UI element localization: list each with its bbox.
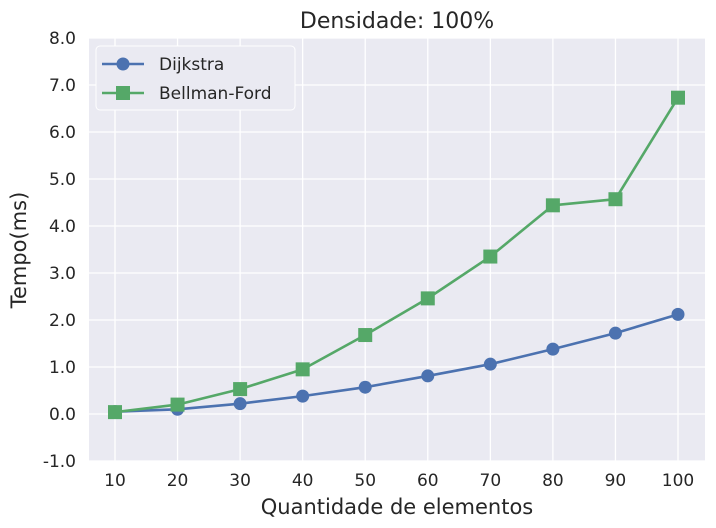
chart-title: Densidade: 100% (300, 9, 494, 34)
x-tick-label: 50 (354, 471, 376, 491)
data-point (546, 342, 560, 356)
data-point (545, 198, 560, 213)
y-tick-label: 4.0 (49, 217, 76, 237)
data-point (170, 397, 185, 412)
x-tick-label: 40 (292, 471, 314, 491)
data-point (608, 326, 622, 340)
y-tick-label: 7.0 (49, 76, 76, 96)
y-tick-label: 0.0 (49, 405, 76, 425)
x-tick-label: 10 (104, 471, 126, 491)
series-line (114, 313, 679, 413)
legend-marker (116, 86, 130, 100)
data-point (296, 389, 310, 403)
y-tick-label: -1.0 (43, 452, 76, 472)
data-point (295, 362, 310, 377)
y-axis-ticks: -1.0 0.0 1.0 2.0 3.0 4.0 5.0 6.0 7.0 8.0 (43, 29, 76, 472)
data-point (108, 405, 122, 420)
y-tick-label: 3.0 (49, 264, 76, 284)
y-tick-label: 8.0 (49, 29, 76, 49)
data-point (608, 192, 623, 207)
x-tick-label: 30 (229, 471, 251, 491)
data-point (233, 382, 248, 397)
y-tick-label: 1.0 (49, 358, 76, 378)
x-tick-label: 60 (417, 471, 439, 491)
data-point (358, 328, 373, 343)
data-point (483, 357, 497, 371)
legend-label: Dijkstra (159, 55, 224, 75)
series-layer (108, 90, 685, 420)
data-point (420, 291, 435, 306)
legend: Dijkstra Bellman-Ford (95, 45, 296, 111)
x-tick-label: 80 (542, 471, 564, 491)
x-tick-label: 100 (662, 471, 694, 491)
series-line (114, 97, 680, 414)
data-point (671, 307, 685, 321)
legend-label: Bellman-Ford (159, 84, 272, 104)
legend-marker (116, 57, 130, 71)
x-axis-ticks: 10 20 30 40 50 60 70 80 90 100 (104, 471, 694, 491)
data-point (233, 397, 247, 411)
data-point (358, 380, 372, 394)
y-tick-label: 6.0 (49, 123, 76, 143)
data-point (671, 90, 685, 105)
y-tick-label: 5.0 (49, 170, 76, 190)
x-tick-label: 90 (605, 471, 627, 491)
series-bellman-ford (108, 90, 685, 420)
x-axis-title: Quantidade de elementos (261, 495, 534, 519)
legend-box (95, 45, 296, 111)
data-point (421, 369, 435, 383)
legend-item: Dijkstra (102, 55, 224, 75)
y-tick-label: 2.0 (49, 311, 76, 331)
x-tick-label: 20 (167, 471, 189, 491)
y-axis-title: Tempo(ms) (7, 192, 31, 310)
data-point (483, 249, 498, 264)
legend-item: Bellman-Ford (102, 84, 272, 104)
x-tick-label: 70 (480, 471, 502, 491)
